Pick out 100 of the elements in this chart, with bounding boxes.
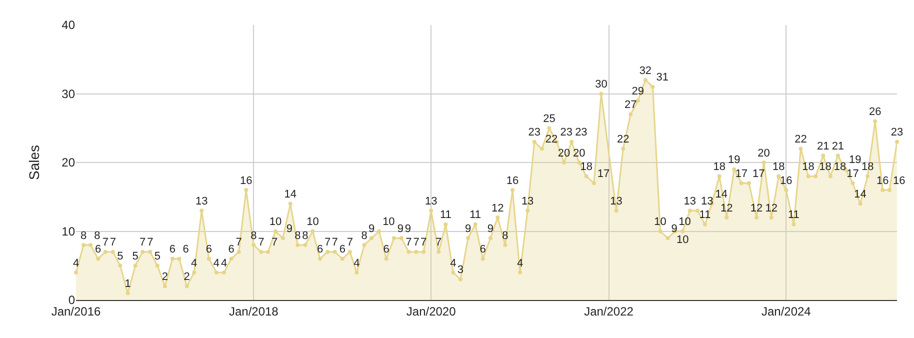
data-label: 13 [684, 195, 696, 208]
data-label: 7 [420, 236, 427, 249]
data-label: 12 [720, 202, 733, 214]
data-label: 9 [397, 222, 404, 235]
data-label: 8 [302, 230, 308, 242]
data-label: 7 [332, 236, 338, 249]
data-label: 22 [794, 134, 807, 146]
data-label: 10 [676, 234, 689, 246]
data-label: 10 [269, 216, 282, 228]
data-label: 30 [595, 78, 608, 90]
data-label: 9 [487, 222, 494, 235]
data-label: 2 [162, 271, 168, 283]
y-tick-label: 20 [62, 156, 76, 170]
data-label: 8 [250, 230, 257, 242]
data-label: 6 [206, 244, 212, 256]
data-label: 13 [521, 195, 534, 208]
data-label: 31 [656, 72, 668, 84]
data-label: 8 [502, 230, 508, 242]
y-tick-label: 30 [62, 86, 76, 101]
data-label: 14 [284, 188, 296, 200]
data-label: 23 [575, 126, 588, 139]
data-label: 16 [892, 174, 906, 187]
data-label: 2 [184, 271, 190, 283]
data-label: 6 [339, 244, 346, 256]
data-label: 11 [470, 209, 482, 222]
data-label: 18 [861, 161, 874, 173]
data-label: 11 [699, 209, 711, 222]
data-label: 3 [457, 264, 464, 276]
data-label: 8 [94, 230, 100, 242]
data-label: 6 [182, 244, 189, 256]
data-label: 5 [154, 250, 160, 262]
data-label: 18 [713, 161, 726, 173]
data-label: 23 [560, 126, 572, 139]
data-label: 1 [124, 278, 131, 290]
data-label: 23 [528, 126, 541, 139]
y-tick-label: 40 [62, 18, 76, 32]
data-label: 7 [324, 236, 331, 249]
data-label: 10 [306, 216, 319, 228]
data-label: 9 [404, 222, 412, 235]
data-label: 4 [72, 257, 80, 270]
y-axis-title: Sales [26, 144, 42, 180]
x-tick-label: Jan/2024 [761, 304, 812, 318]
data-label: 12 [765, 202, 778, 214]
data-label: 18 [580, 161, 593, 173]
data-label: 10 [678, 216, 691, 228]
data-label: 7 [413, 236, 420, 249]
data-label: 11 [440, 209, 452, 222]
data-label: 29 [632, 85, 644, 98]
data-label: 16 [876, 174, 889, 187]
data-label: 27 [624, 99, 637, 112]
data-label: 17 [752, 168, 765, 180]
data-label: 7 [140, 236, 146, 249]
data-label: 9 [286, 222, 292, 235]
data-label: 14 [715, 188, 728, 200]
y-tick-label: 10 [62, 224, 76, 238]
x-tick-label: Jan/2020 [406, 304, 456, 318]
data-label: 23 [890, 126, 904, 139]
data-label: 13 [424, 195, 438, 208]
data-label: 16 [240, 174, 252, 187]
data-label: 14 [854, 188, 866, 200]
data-label: 7 [436, 236, 442, 249]
data-label: 18 [802, 161, 814, 173]
data-label: 9 [671, 222, 678, 235]
data-label: 18 [834, 161, 846, 173]
data-label: 5 [117, 250, 124, 262]
data-label: 10 [654, 216, 666, 228]
data-label: 7 [147, 236, 154, 249]
data-label: 32 [639, 64, 652, 77]
data-label: 8 [294, 230, 301, 242]
data-label: 4 [450, 257, 456, 270]
data-label: 7 [406, 236, 412, 249]
data-label: 16 [506, 174, 519, 187]
data-label: 9 [368, 222, 375, 235]
data-label: 13 [196, 195, 208, 208]
data-label: 20 [758, 147, 770, 160]
data-label: 6 [383, 244, 390, 256]
data-label: 20 [572, 147, 586, 160]
data-label: 13 [700, 195, 714, 208]
data-label: 4 [191, 257, 198, 270]
data-label: 16 [780, 174, 792, 187]
data-label: 12 [492, 202, 504, 214]
x-tick-label: Jan/2018 [228, 304, 279, 318]
data-label: 21 [816, 140, 830, 152]
data-label: 4 [516, 257, 524, 270]
data-label: 20 [558, 147, 570, 160]
data-label: 9 [464, 222, 472, 235]
data-label: 7 [346, 236, 353, 249]
data-label: 22 [545, 134, 558, 146]
data-label: 6 [480, 244, 486, 256]
data-label: 5 [132, 250, 138, 262]
data-label: 17 [597, 168, 610, 180]
data-label: 22 [616, 134, 630, 146]
data-label: 7 [272, 236, 278, 249]
data-label: 7 [110, 236, 116, 249]
data-label: 7 [236, 236, 242, 249]
data-label: 6 [169, 244, 176, 256]
data-label: 4 [354, 257, 360, 270]
data-label: 7 [102, 236, 108, 249]
data-label: 12 [750, 202, 763, 214]
data-label: 21 [832, 140, 844, 152]
